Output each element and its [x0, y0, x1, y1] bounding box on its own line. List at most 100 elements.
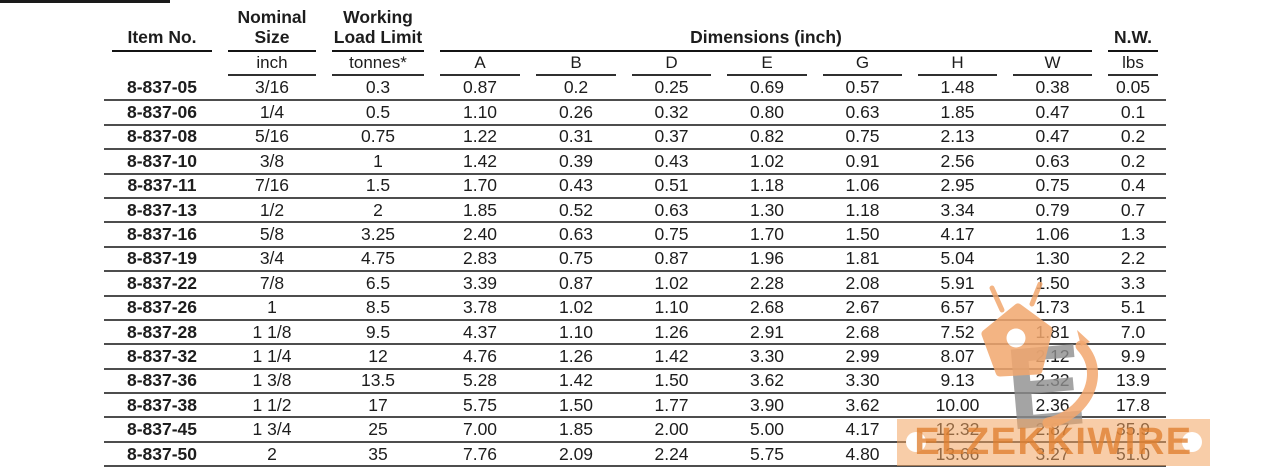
value-cell: 0.5 — [324, 100, 432, 126]
value-cell: 35 — [324, 441, 432, 468]
banner-hole-right — [1182, 432, 1202, 452]
table-row: 8-837-11 7/16 1.5 1.70 0.43 0.51 1.18 1.06 2.95 0… — [104, 173, 1167, 199]
value-cell: 4.76 — [432, 344, 528, 370]
value-cell: 3.62 — [815, 393, 910, 419]
value-cell: 0.69 — [719, 76, 815, 102]
value-cell: 3.39 — [432, 271, 528, 297]
value-cell: 1.3 — [1100, 222, 1167, 248]
value-cell: 0.79 — [1005, 197, 1101, 224]
table-row: 8-837-38 1 1/2 17 5.75 1.50 1.77 3.90 3.62 10.00… — [104, 393, 1167, 419]
value-cell: 2.2 — [1100, 246, 1167, 273]
value-cell: 4.75 — [324, 246, 432, 273]
col-header-dim-e: E — [727, 53, 807, 76]
value-cell: 12.32 — [910, 417, 1005, 443]
value-cell: 4.17 — [910, 222, 1005, 248]
value-cell: 2.09 — [528, 441, 624, 468]
value-cell: 0.63 — [624, 197, 719, 224]
value-cell: 2.13 — [910, 124, 1005, 151]
table-row: 8-837-16 5/8 3.25 2.40 0.63 0.75 1.70 1.50 4.17 1… — [104, 222, 1167, 248]
value-cell: 4.80 — [815, 441, 910, 468]
value-cell: 1.50 — [624, 368, 719, 395]
value-cell: 2.00 — [624, 417, 719, 443]
value-cell: 2.12 — [1005, 344, 1101, 370]
value-cell: 5.75 — [719, 441, 815, 468]
value-cell: 7/8 — [220, 271, 324, 297]
value-cell: 4.17 — [815, 417, 910, 443]
value-cell: 4.37 — [432, 319, 528, 346]
value-cell: 1.50 — [815, 222, 910, 248]
value-cell: 0.2 — [528, 76, 624, 102]
value-cell: 1.5 — [324, 173, 432, 199]
value-cell: 12 — [324, 344, 432, 370]
value-cell: 7.52 — [910, 319, 1005, 346]
value-cell: 3/4 — [220, 246, 324, 273]
value-cell: 0.1 — [1100, 100, 1167, 126]
col-header-dim-d: D — [632, 53, 711, 76]
value-cell: 0.43 — [528, 173, 624, 199]
value-cell: 2 — [324, 197, 432, 224]
value-cell: 1.02 — [528, 295, 624, 321]
item-no-cell: 8-837-10 — [104, 149, 220, 175]
value-cell: 0.82 — [719, 124, 815, 151]
item-no-cell: 8-837-08 — [104, 124, 220, 151]
item-no-cell: 8-837-13 — [104, 197, 220, 224]
col-header-net-weight: N.W. — [1108, 27, 1159, 52]
value-cell: 17.8 — [1100, 393, 1167, 419]
value-cell: 1.42 — [624, 344, 719, 370]
value-cell: 0.75 — [624, 222, 719, 248]
value-cell: 1/2 — [220, 197, 324, 224]
col-header-working-load-limit: Working Load Limit — [332, 7, 424, 52]
item-no-cell: 8-837-19 — [104, 246, 220, 273]
value-cell: 9.5 — [324, 319, 432, 346]
table-row: 8-837-28 1 1/8 9.5 4.37 1.10 1.26 2.91 2.68 7.52… — [104, 319, 1167, 346]
value-cell: 0.3 — [324, 76, 432, 102]
value-cell: 3.25 — [324, 222, 432, 248]
table-row: 8-837-50 2 35 7.76 2.09 2.24 5.75 4.80 13.66 3.27… — [104, 441, 1167, 468]
item-no-cell: 8-837-28 — [104, 319, 220, 346]
value-cell: 1.10 — [432, 100, 528, 126]
value-cell: 3.90 — [719, 393, 815, 419]
units-nw: lbs — [1108, 53, 1159, 76]
value-cell: 0.39 — [528, 149, 624, 175]
value-cell: 0.63 — [528, 222, 624, 248]
value-cell: 1.70 — [432, 173, 528, 199]
item-no-cell: 8-837-45 — [104, 417, 220, 443]
value-cell: 1.22 — [432, 124, 528, 151]
value-cell: 0.47 — [1005, 100, 1101, 126]
table-row: 8-837-06 1/4 0.5 1.10 0.26 0.32 0.80 0.63 1.85 0.… — [104, 100, 1167, 126]
value-cell: 35.9 — [1100, 417, 1167, 443]
value-cell: 0.2 — [1100, 124, 1167, 151]
col-header-dim-w: W — [1013, 53, 1093, 76]
value-cell: 1.70 — [719, 222, 815, 248]
value-cell: 0.63 — [815, 100, 910, 126]
col-header-dim-g: G — [823, 53, 902, 76]
value-cell: 8.07 — [910, 344, 1005, 370]
value-cell: 1.50 — [1005, 271, 1101, 297]
page-crop-line — [0, 0, 170, 3]
value-cell: 5.91 — [910, 271, 1005, 297]
col-header-dimensions-group: Dimensions (inch) — [440, 27, 1093, 52]
table-row: 8-837-05 3/16 0.3 0.87 0.2 0.25 0.69 0.57 1.48 0.… — [104, 76, 1167, 102]
item-no-cell: 8-837-36 — [104, 368, 220, 395]
value-cell: 0.63 — [1005, 149, 1101, 175]
table-row: 8-837-26 1 8.5 3.78 1.02 1.10 2.68 2.67 6.57 1.73… — [104, 295, 1167, 321]
value-cell: 1 3/4 — [220, 417, 324, 443]
value-cell: 0.38 — [1005, 76, 1101, 102]
table-row: 8-837-45 1 3/4 25 7.00 1.85 2.00 5.00 4.17 12.32… — [104, 417, 1167, 443]
value-cell: 2.24 — [624, 441, 719, 468]
value-cell: 1 — [220, 295, 324, 321]
value-cell: 2.83 — [432, 246, 528, 273]
table-row: 8-837-08 5/16 0.75 1.22 0.31 0.37 0.82 0.75 2.13… — [104, 124, 1167, 151]
value-cell: 1 1/4 — [220, 344, 324, 370]
value-cell: 0.2 — [1100, 149, 1167, 175]
value-cell: 5.00 — [719, 417, 815, 443]
value-cell: 1.26 — [624, 319, 719, 346]
value-cell: 1 — [324, 149, 432, 175]
value-cell: 2.32 — [1005, 368, 1101, 395]
value-cell: 1.73 — [1005, 295, 1101, 321]
table-row: 8-837-13 1/2 2 1.85 0.52 0.63 1.30 1.18 3.34 0.79… — [104, 197, 1167, 224]
table-row: 8-837-19 3/4 4.75 2.83 0.75 0.87 1.96 1.81 5.04 1… — [104, 246, 1167, 273]
value-cell: 7.00 — [432, 417, 528, 443]
value-cell: 0.57 — [815, 76, 910, 102]
value-cell: 0.75 — [1005, 173, 1101, 199]
